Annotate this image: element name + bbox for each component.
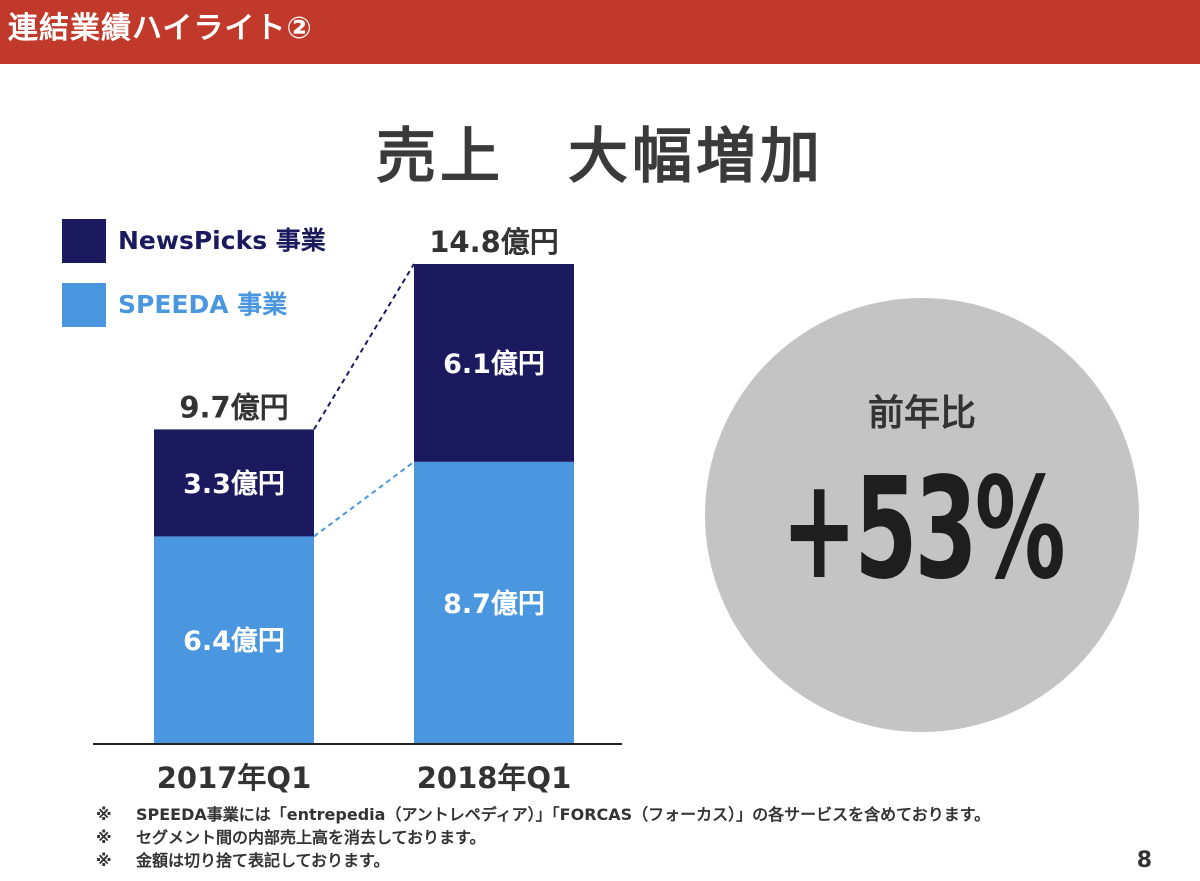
connector-line [313,263,415,430]
section-title: 連結業績ハイライト② [8,11,313,46]
footnote-text: SPEEDA事業には「entrepedia（アントレペディア）」「FORCAS（… [136,805,991,824]
footnote: ※ SPEEDA事業には「entrepedia（アントレペディア）」「FORCAS… [96,803,1176,826]
footnotes: ※ SPEEDA事業には「entrepedia（アントレペディア）」「FORCAS… [96,803,1176,872]
total-label: 9.7億円 [179,390,288,424]
connector-line [313,461,415,538]
legend-label-speeda: SPEEDA 事業 [118,290,288,319]
legend-swatch-newspicks [62,219,106,263]
bar-segment [414,461,574,744]
yoy-circle: 前年比 +53% [705,298,1139,732]
category-label: 2018年Q1 [417,761,572,795]
slide-title: 売上 大幅増加 [376,122,824,192]
header-bar: 連結業績ハイライト② [0,0,1200,64]
legend-label-newspicks: NewsPicks 事業 [118,226,326,255]
yoy-value: +53% [781,448,1065,611]
footnote: ※ 金額は切り捨て表記しております。 [96,849,1176,872]
category-label: 2017年Q1 [157,761,312,795]
data-label: 3.3億円 [183,469,285,500]
data-label: 8.7億円 [443,589,545,620]
bar-segment [154,536,314,744]
data-label: 6.1億円 [443,349,545,380]
footnote-text: セグメント間の内部売上高を消去しております。 [136,828,486,847]
total-label: 14.8億円 [429,225,559,259]
yoy-label: 前年比 [867,393,976,434]
footnote-mark: ※ [96,828,112,847]
footnote-mark: ※ [96,851,112,870]
data-label: 6.4億円 [183,626,285,657]
footnote: ※ セグメント間の内部売上高を消去しております。 [96,826,1176,849]
bar-segment [414,264,574,462]
page-number: 8 [1136,848,1152,873]
footnote-text: 金額は切り捨て表記しております。 [136,851,390,870]
bar-segment [154,429,314,537]
footnote-mark: ※ [96,805,112,824]
legend-swatch-speeda [62,283,106,327]
